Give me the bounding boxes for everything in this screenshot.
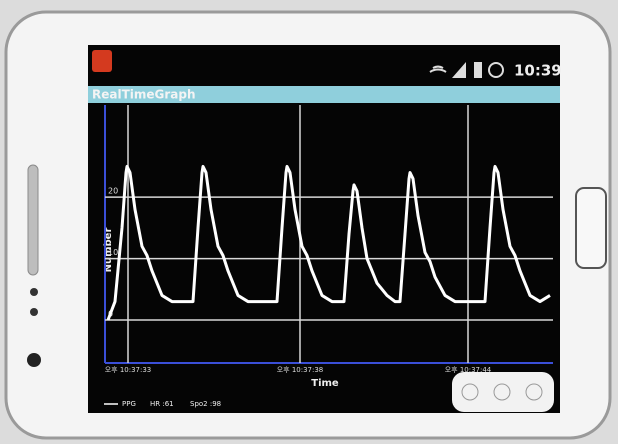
y-tick-label: 20	[108, 187, 118, 196]
x-tick-label: 오후 10:37:44	[445, 366, 492, 374]
readout: HR :61	[150, 400, 174, 408]
photo: 10:39 RealTimeGraph Number Time 01020오후 …	[0, 0, 618, 444]
speaker	[28, 165, 38, 275]
battery-icon	[474, 62, 482, 78]
camera	[27, 353, 41, 367]
soft-buttons	[452, 372, 554, 412]
sensor	[30, 308, 38, 316]
sensor	[30, 288, 38, 296]
legend-label: PPG	[122, 400, 136, 408]
x-tick-label: 오후 10:37:33	[105, 366, 152, 374]
home-button[interactable]	[576, 188, 606, 268]
readout: Spo2 :98	[190, 400, 221, 408]
status-time: 10:39	[514, 62, 562, 80]
y-tick-label: 10	[108, 248, 118, 257]
x-tick-label: 오후 10:37:38	[277, 366, 324, 374]
app-title: RealTimeGraph	[92, 88, 196, 102]
app-icon	[92, 50, 112, 72]
page: { "status_bar": {"time": "10:39"}, "app"…	[0, 0, 618, 444]
x-axis-label: Time	[311, 378, 339, 389]
